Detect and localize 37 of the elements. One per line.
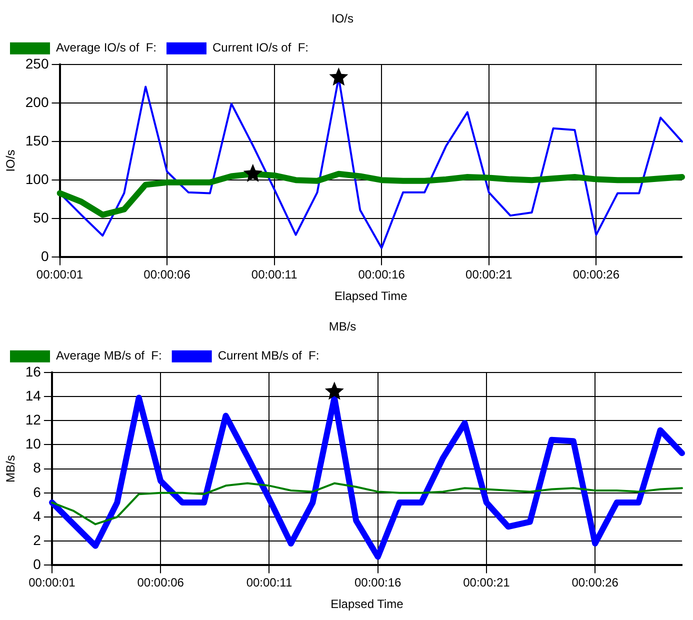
y-tick-label: 4 bbox=[33, 508, 42, 524]
x-tick-label: 00:00:26 bbox=[572, 268, 620, 282]
x-tick-label: 00:00:21 bbox=[466, 268, 513, 282]
y-tick-label: 10 bbox=[25, 436, 42, 452]
legend-label: Current IO/s of F: bbox=[212, 40, 309, 55]
y-tick-label: 8 bbox=[33, 460, 42, 476]
y-tick-label: 150 bbox=[25, 132, 49, 148]
x-tick-label: 00:00:11 bbox=[251, 268, 298, 282]
y-tick-label: 50 bbox=[33, 210, 49, 226]
chart-title: IO/s bbox=[331, 12, 354, 26]
y-tick-label: 16 bbox=[25, 363, 42, 380]
y-tick-label: 100 bbox=[25, 170, 49, 187]
chart-title: MB/s bbox=[328, 320, 356, 334]
x-tick-label: 00:00:06 bbox=[144, 268, 191, 282]
y-tick-label: 200 bbox=[25, 94, 49, 110]
legend-label: Current MB/s of F: bbox=[218, 348, 320, 363]
y-tick-label: 6 bbox=[33, 484, 42, 500]
x-tick-label: 00:00:01 bbox=[28, 576, 76, 590]
y-tick-label: 14 bbox=[25, 387, 42, 404]
x-axis-title: Elapsed Time bbox=[330, 597, 404, 612]
y-tick-label: 0 bbox=[33, 556, 42, 572]
y-tick-label: 2 bbox=[33, 532, 42, 548]
x-axis-title: Elapsed Time bbox=[334, 289, 408, 304]
x-tick-label: 00:00:21 bbox=[463, 576, 510, 590]
x-tick-label: 00:00:16 bbox=[358, 268, 406, 282]
y-tick-label: 12 bbox=[25, 411, 42, 428]
legend-label: Average IO/s of F: bbox=[56, 40, 156, 55]
x-tick-label: 00:00:01 bbox=[36, 268, 84, 282]
x-tick-label: 00:00:16 bbox=[354, 576, 402, 590]
x-tick-label: 00:00:26 bbox=[572, 576, 619, 590]
y-tick-label: 0 bbox=[40, 248, 49, 264]
x-tick-label: 00:00:11 bbox=[246, 576, 292, 590]
x-tick-label: 00:00:06 bbox=[137, 576, 184, 590]
y-tick-label: 250 bbox=[25, 55, 49, 72]
y-axis-title: IO/s bbox=[4, 150, 18, 172]
y-axis-title: MB/s bbox=[4, 455, 18, 482]
legend-label: Average MB/s of F: bbox=[56, 348, 162, 363]
